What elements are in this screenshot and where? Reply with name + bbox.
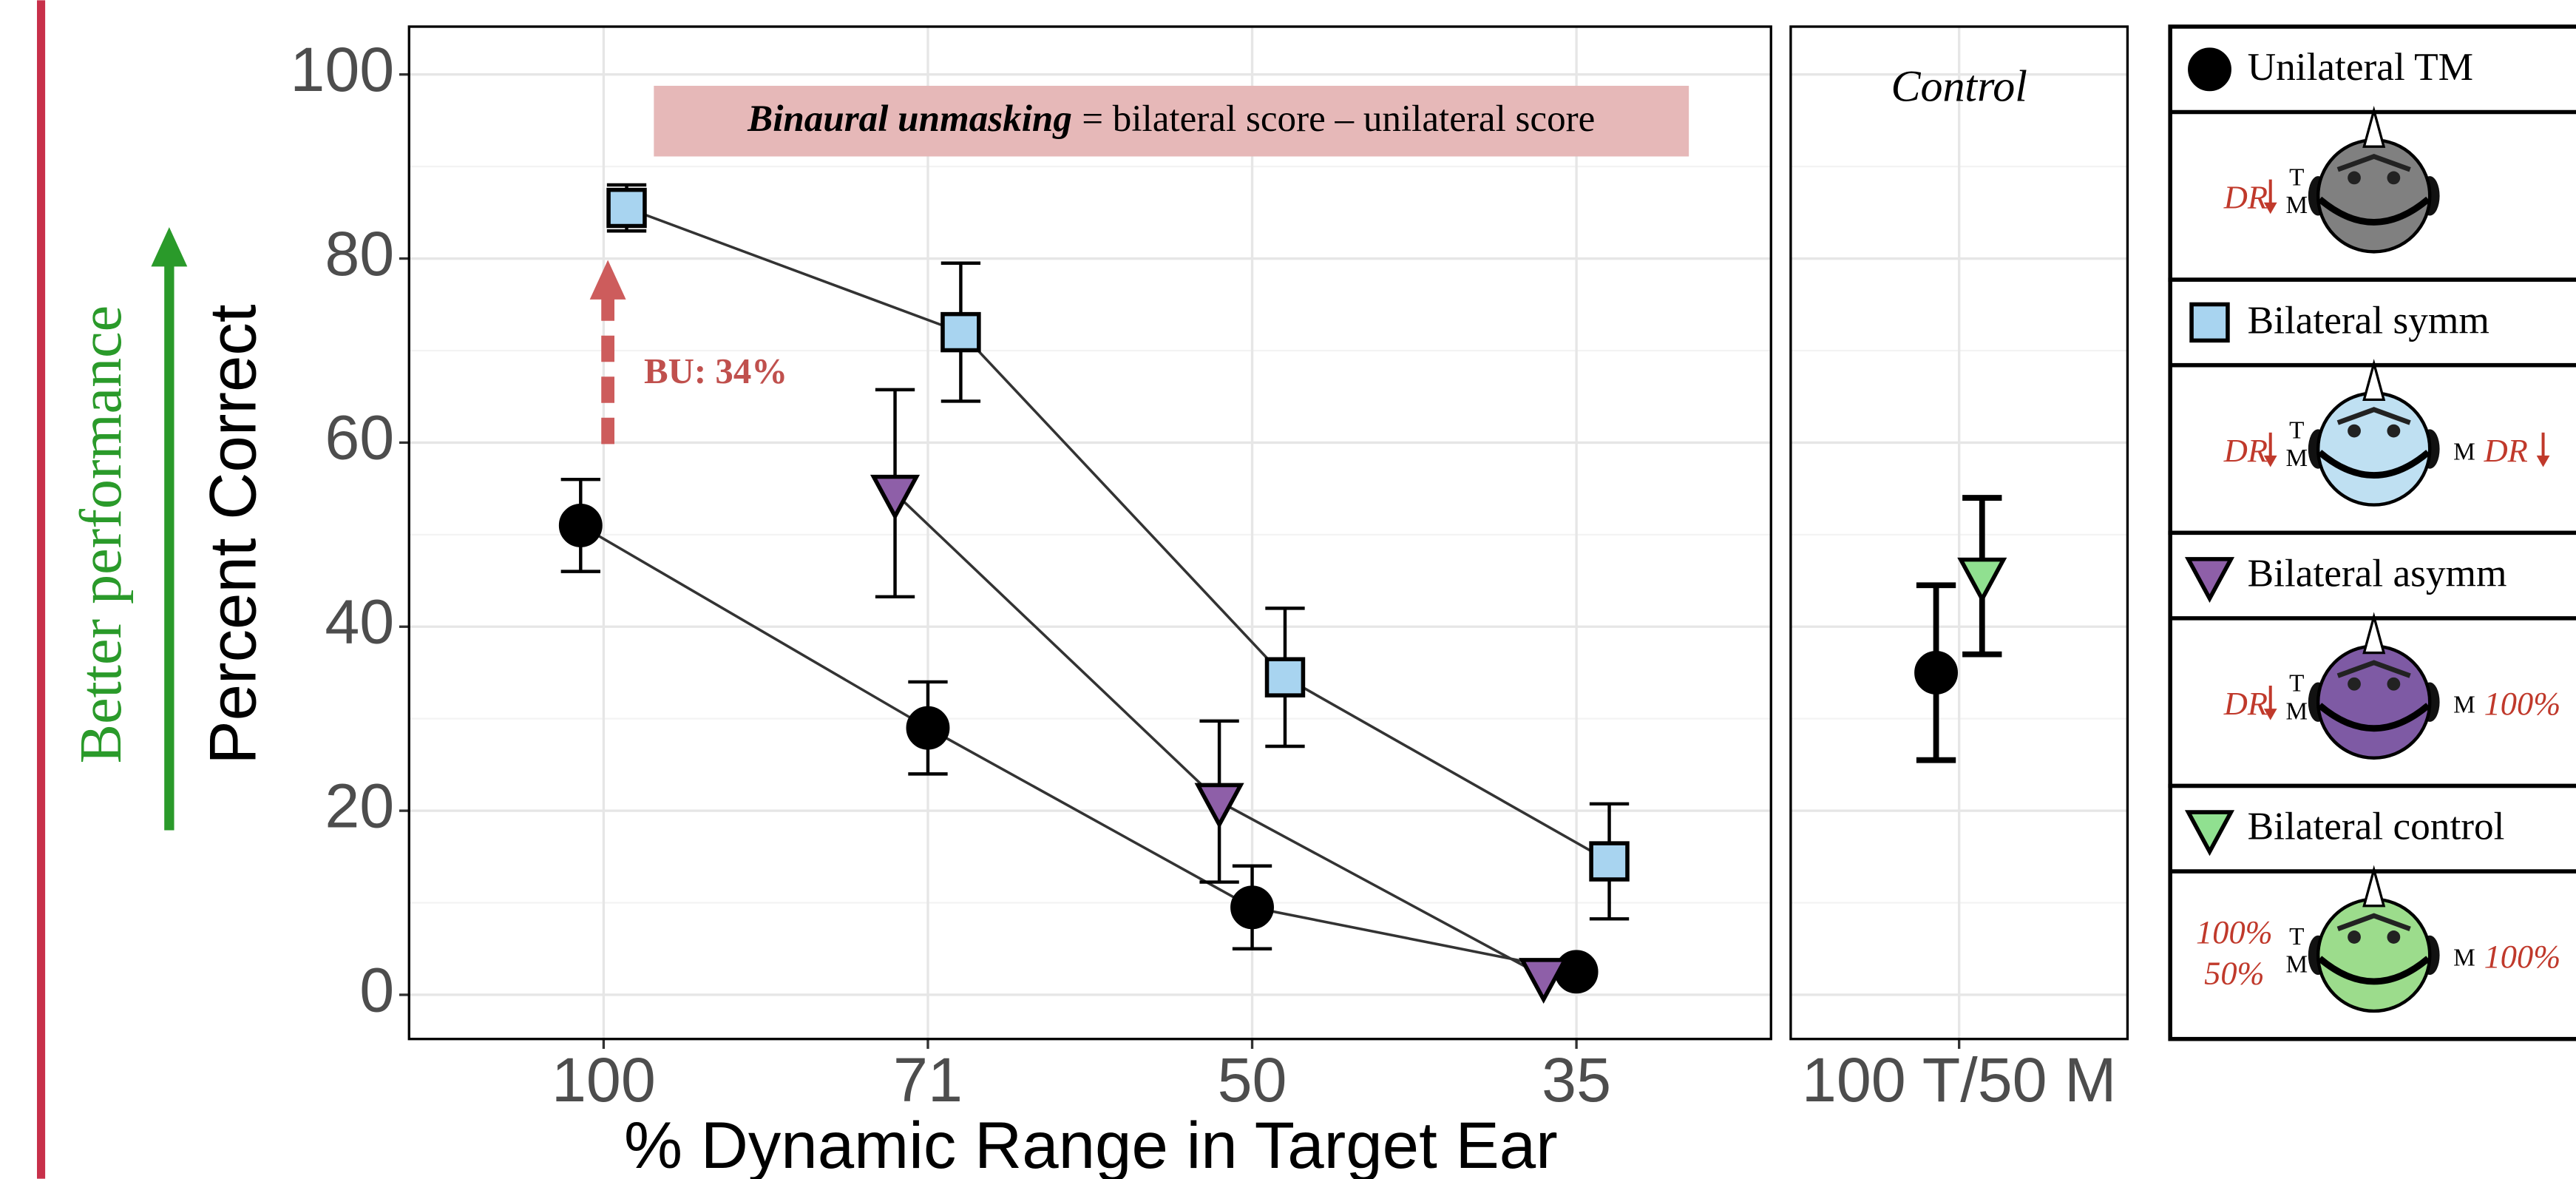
y-tick-label: 60 — [325, 403, 394, 473]
y-tick-label: 0 — [359, 955, 394, 1024]
marker — [1591, 843, 1627, 879]
icon-eye — [2348, 172, 2361, 185]
y-tick-label: 100 — [290, 35, 394, 104]
legend-label: Bilateral symm — [2248, 297, 2489, 342]
icon-left-label: DR — [2223, 179, 2268, 216]
legend-label: Bilateral asymm — [2248, 551, 2507, 595]
icon-eye — [2387, 678, 2400, 691]
icon-left-label: 100% — [2196, 913, 2273, 950]
legend-label: Bilateral control — [2248, 804, 2505, 848]
x-tick-label: 100 T/50 M — [1802, 1045, 2117, 1115]
y-tick-label: 80 — [325, 219, 394, 288]
icon-ear-label: M — [2453, 945, 2475, 972]
icon-ear-label: T — [2289, 163, 2304, 191]
icon-eye — [2348, 678, 2361, 691]
icon-right-label: DR — [2484, 432, 2528, 469]
marker — [943, 314, 979, 351]
icon-ear-label: M — [2285, 697, 2308, 725]
annotation: Binaural unmasking= bilateral score – un… — [747, 98, 1595, 140]
annotation-text: = bilateral score – unilateral score — [1082, 98, 1595, 140]
marker — [609, 190, 645, 226]
icon-ear-label: M — [2285, 951, 2308, 979]
bu-label: BU: 34% — [644, 351, 787, 391]
marker — [908, 708, 947, 747]
x-axis-title: % Dynamic Range in Target Ear — [624, 1109, 1558, 1179]
marker — [1916, 653, 1956, 692]
x-tick-label: 50 — [1218, 1045, 1287, 1115]
marker — [561, 506, 600, 545]
icon-eye — [2387, 172, 2400, 185]
icon-ear-label: T — [2289, 670, 2304, 697]
side-label: Better performance — [69, 305, 134, 763]
icon-left-label: 50% — [2204, 954, 2264, 991]
icon-ear-label: M — [2285, 192, 2308, 219]
icon-ear-label: T — [2289, 923, 2304, 950]
marker — [1233, 888, 1272, 927]
icon-eye — [2387, 425, 2400, 438]
performance-arrow-head — [151, 227, 187, 266]
panel-background — [409, 27, 1771, 1039]
legend-label: Unilateral TM — [2248, 44, 2473, 89]
legend-marker — [2192, 304, 2228, 340]
y-axis-title: Percent Correct — [197, 304, 270, 765]
marker — [1267, 659, 1304, 695]
annotation-bold: Binaural unmasking — [747, 98, 1072, 140]
y-tick-label: 20 — [325, 771, 394, 840]
icon-eye — [2387, 930, 2400, 944]
x-tick-label: 35 — [1542, 1045, 1611, 1115]
icon-left-label: DR — [2223, 685, 2268, 722]
icon-left-label: DR — [2223, 432, 2268, 469]
icon-ear-label: M — [2453, 438, 2475, 465]
chart: Better performance Percent Correct % Dyn… — [0, 0, 2576, 1179]
icon-eye — [2348, 425, 2361, 438]
icon-ear-label: M — [2453, 692, 2475, 719]
control-title: Control — [1891, 61, 2027, 110]
icon-ear-label: M — [2285, 445, 2308, 472]
y-tick-label: 40 — [325, 587, 394, 657]
x-tick-label: 71 — [893, 1045, 963, 1115]
legend-marker — [2190, 50, 2229, 89]
icon-right-label: 100% — [2484, 938, 2561, 975]
x-tick-label: 100 — [552, 1045, 656, 1115]
icon-ear-label: T — [2289, 416, 2304, 444]
icon-eye — [2348, 930, 2361, 944]
icon-right-label: 100% — [2484, 685, 2561, 722]
